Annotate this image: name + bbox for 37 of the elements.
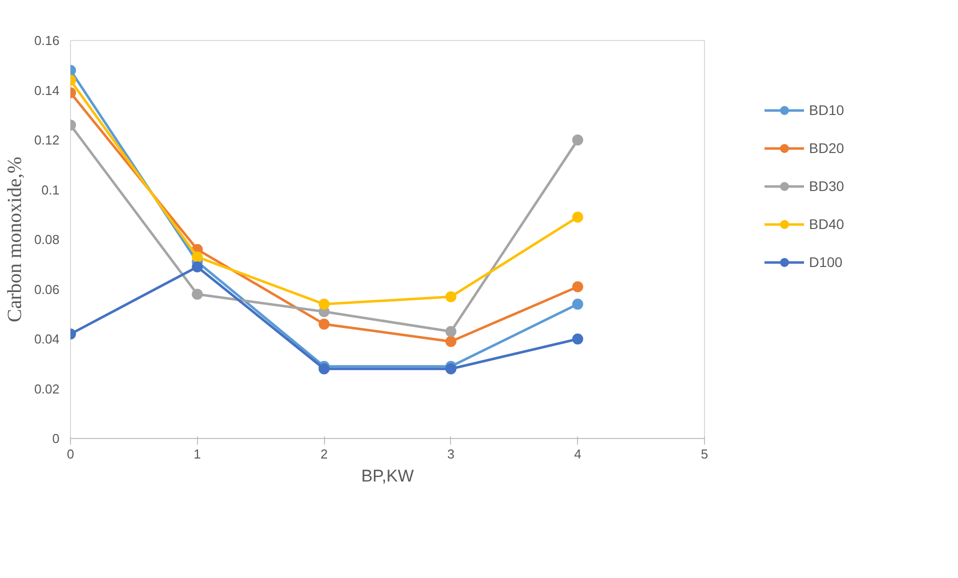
point: [192, 261, 203, 272]
point: [318, 363, 330, 374]
x-tick-label: 1: [194, 446, 201, 462]
point: [318, 298, 330, 310]
point: [572, 134, 584, 146]
point: [445, 326, 456, 338]
x-axis-title: BP,KW: [361, 466, 414, 486]
y-tick-label: 0.16: [34, 33, 60, 48]
y-tick-label: 0.04: [34, 332, 60, 346]
point: [445, 336, 456, 347]
x-tick-label: 3: [447, 446, 455, 462]
y-tick-label: 0.06: [34, 282, 60, 297]
point: [572, 298, 584, 310]
y-tick-label: 0.02: [34, 381, 60, 396]
point: [445, 363, 456, 374]
legend-label: BD10: [809, 102, 846, 118]
legend-label: BD30: [809, 178, 846, 194]
point: [445, 291, 456, 302]
legend-label: D100: [809, 254, 844, 270]
x-tick-label: 2: [320, 446, 328, 462]
point: [572, 281, 584, 292]
point: [318, 318, 330, 330]
y-tick-label: 0.12: [34, 132, 60, 148]
y-tick-label: 0: [52, 431, 60, 446]
y-tick-label: 0.1: [41, 182, 60, 198]
x-tick-label: 0: [66, 446, 74, 462]
legend-label: BD20: [809, 140, 846, 156]
point: [192, 251, 203, 262]
point: [572, 334, 584, 344]
legend-label: BD40: [809, 216, 846, 232]
point: [192, 288, 203, 300]
x-tick-label: 4: [574, 446, 582, 462]
x-tick-label: 5: [700, 446, 708, 462]
y-axis-title: Carbon monoxide,%: [4, 156, 26, 322]
point: [572, 212, 584, 223]
y-tick-label: 0.14: [34, 82, 60, 98]
y-tick-label: 0.08: [34, 232, 60, 247]
